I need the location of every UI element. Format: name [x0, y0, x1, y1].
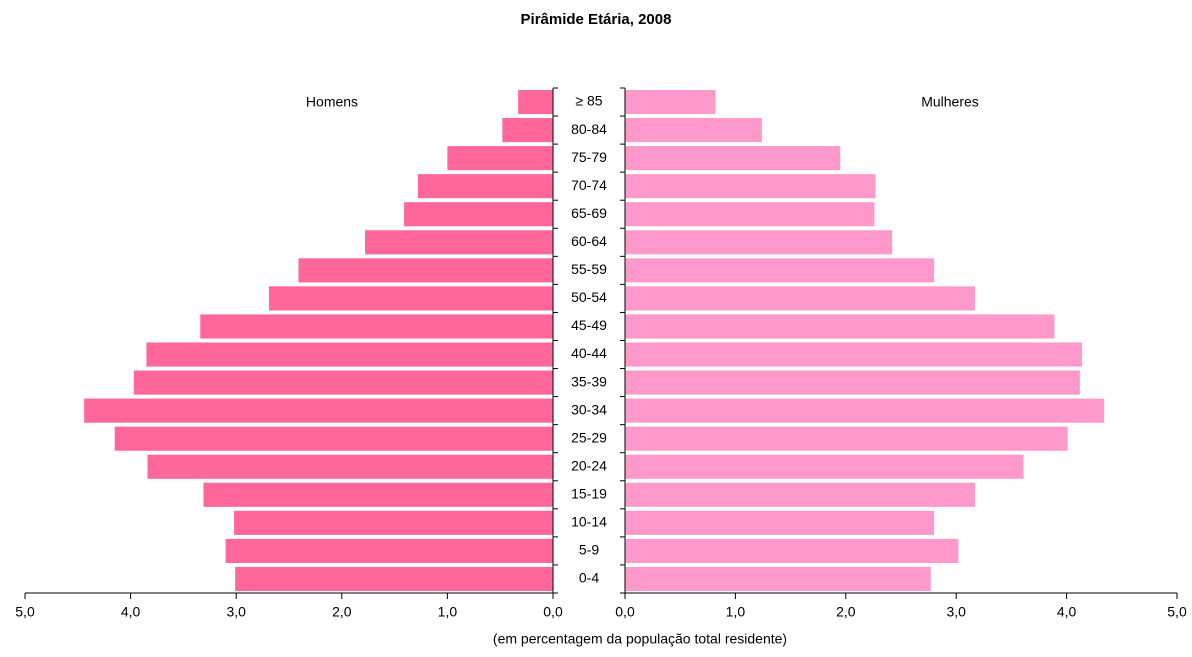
bar: [625, 174, 876, 199]
x-tick-label: 5,0: [15, 604, 35, 620]
bar: [114, 426, 553, 451]
x-tick-label: 3,0: [226, 604, 246, 620]
bar: [235, 566, 554, 592]
bar: [625, 538, 959, 563]
category-label: 25-29: [571, 429, 607, 445]
bar: [625, 482, 975, 507]
x-tick-label: 1,0: [438, 604, 458, 620]
category-label: 35-39: [571, 373, 607, 389]
bar: [625, 89, 716, 115]
category-label: 40-44: [571, 345, 607, 361]
x-tick-label: 2,0: [836, 604, 856, 620]
category-label: 65-69: [571, 205, 607, 221]
bar: [146, 342, 553, 367]
category-label: 60-64: [571, 233, 607, 249]
category-label: 70-74: [571, 177, 607, 193]
bar: [625, 426, 1068, 451]
category-label: 45-49: [571, 317, 607, 333]
category-label: 15-19: [571, 486, 607, 502]
x-tick-label: 0,0: [615, 604, 635, 620]
bar: [625, 566, 931, 592]
bar: [365, 230, 553, 255]
x-axis-label: (em percentagem da população total resid…: [493, 631, 787, 647]
bar: [625, 314, 1055, 339]
bar: [625, 510, 935, 535]
bar: [84, 398, 554, 423]
bar: [625, 118, 762, 143]
bar: [200, 314, 553, 339]
category-label: 0-4: [579, 570, 599, 586]
bar: [625, 454, 1024, 479]
x-tick-label: 4,0: [121, 604, 141, 620]
bar: [234, 510, 553, 535]
category-label: 55-59: [571, 261, 607, 277]
bar: [625, 230, 893, 255]
bar: [417, 174, 553, 199]
category-label: 50-54: [571, 289, 607, 305]
bar: [133, 370, 553, 395]
category-label: 80-84: [571, 121, 607, 137]
bar: [625, 286, 975, 311]
bar: [404, 202, 553, 227]
bar: [518, 89, 553, 115]
x-tick-label: 4,0: [1057, 604, 1077, 620]
x-tick-label: 2,0: [332, 604, 352, 620]
bar: [147, 454, 553, 479]
legend-label: Homens: [306, 94, 358, 110]
bar: [625, 258, 935, 283]
category-label: 5-9: [579, 542, 599, 558]
category-label: 10-14: [571, 514, 607, 530]
legend-label: Mulheres: [921, 94, 979, 110]
bar: [203, 482, 554, 507]
x-tick-label: 1,0: [726, 604, 746, 620]
bar: [298, 258, 553, 283]
bar: [625, 370, 1080, 395]
bar: [625, 398, 1105, 423]
bar: [225, 538, 553, 563]
category-label: 30-34: [571, 401, 607, 417]
chart-title: Pirâmide Etária, 2008: [521, 11, 672, 28]
bar: [625, 202, 875, 227]
bar: [447, 146, 553, 171]
category-label: 75-79: [571, 149, 607, 165]
x-tick-label: 5,0: [1167, 604, 1187, 620]
bar: [625, 146, 841, 171]
bar: [268, 286, 553, 311]
bar: [625, 342, 1083, 367]
bar: [502, 118, 553, 143]
category-label: ≥ 85: [575, 93, 602, 109]
x-tick-label: 0,0: [543, 604, 563, 620]
category-label: 20-24: [571, 457, 607, 473]
x-tick-label: 3,0: [946, 604, 966, 620]
